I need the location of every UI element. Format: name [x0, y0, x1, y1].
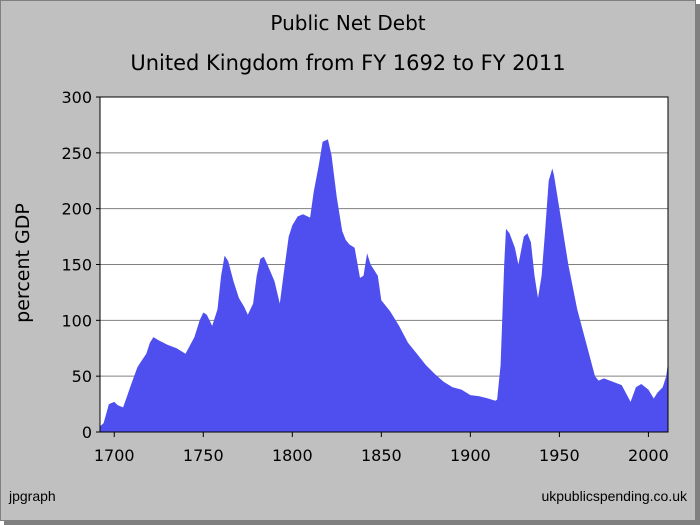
x-tick-label: 1700: [94, 446, 135, 465]
x-tick-label: 1950: [539, 446, 580, 465]
y-tick-label: 300: [61, 88, 92, 107]
y-tick-label: 150: [61, 256, 92, 275]
x-tick-label: 1800: [272, 446, 313, 465]
x-tick-label: 2000: [628, 446, 669, 465]
x-tick-label: 1750: [183, 446, 224, 465]
x-tick-label: 1900: [450, 446, 491, 465]
chart-title: Public Net Debt: [270, 11, 426, 35]
y-tick-label: 0: [82, 423, 92, 442]
footer-credit-right: ukpublicspending.co.uk: [541, 488, 687, 504]
y-tick-label: 50: [72, 367, 92, 386]
footer-credit-left: jpgraph: [9, 488, 56, 504]
debt-area-series: [100, 139, 668, 432]
y-tick-label: 250: [61, 144, 92, 163]
x-tick-label: 1850: [361, 446, 402, 465]
chart-subtitle: United Kingdom from FY 1692 to FY 2011: [130, 51, 566, 75]
y-tick-label: 100: [61, 311, 92, 330]
y-tick-label: 200: [61, 200, 92, 219]
